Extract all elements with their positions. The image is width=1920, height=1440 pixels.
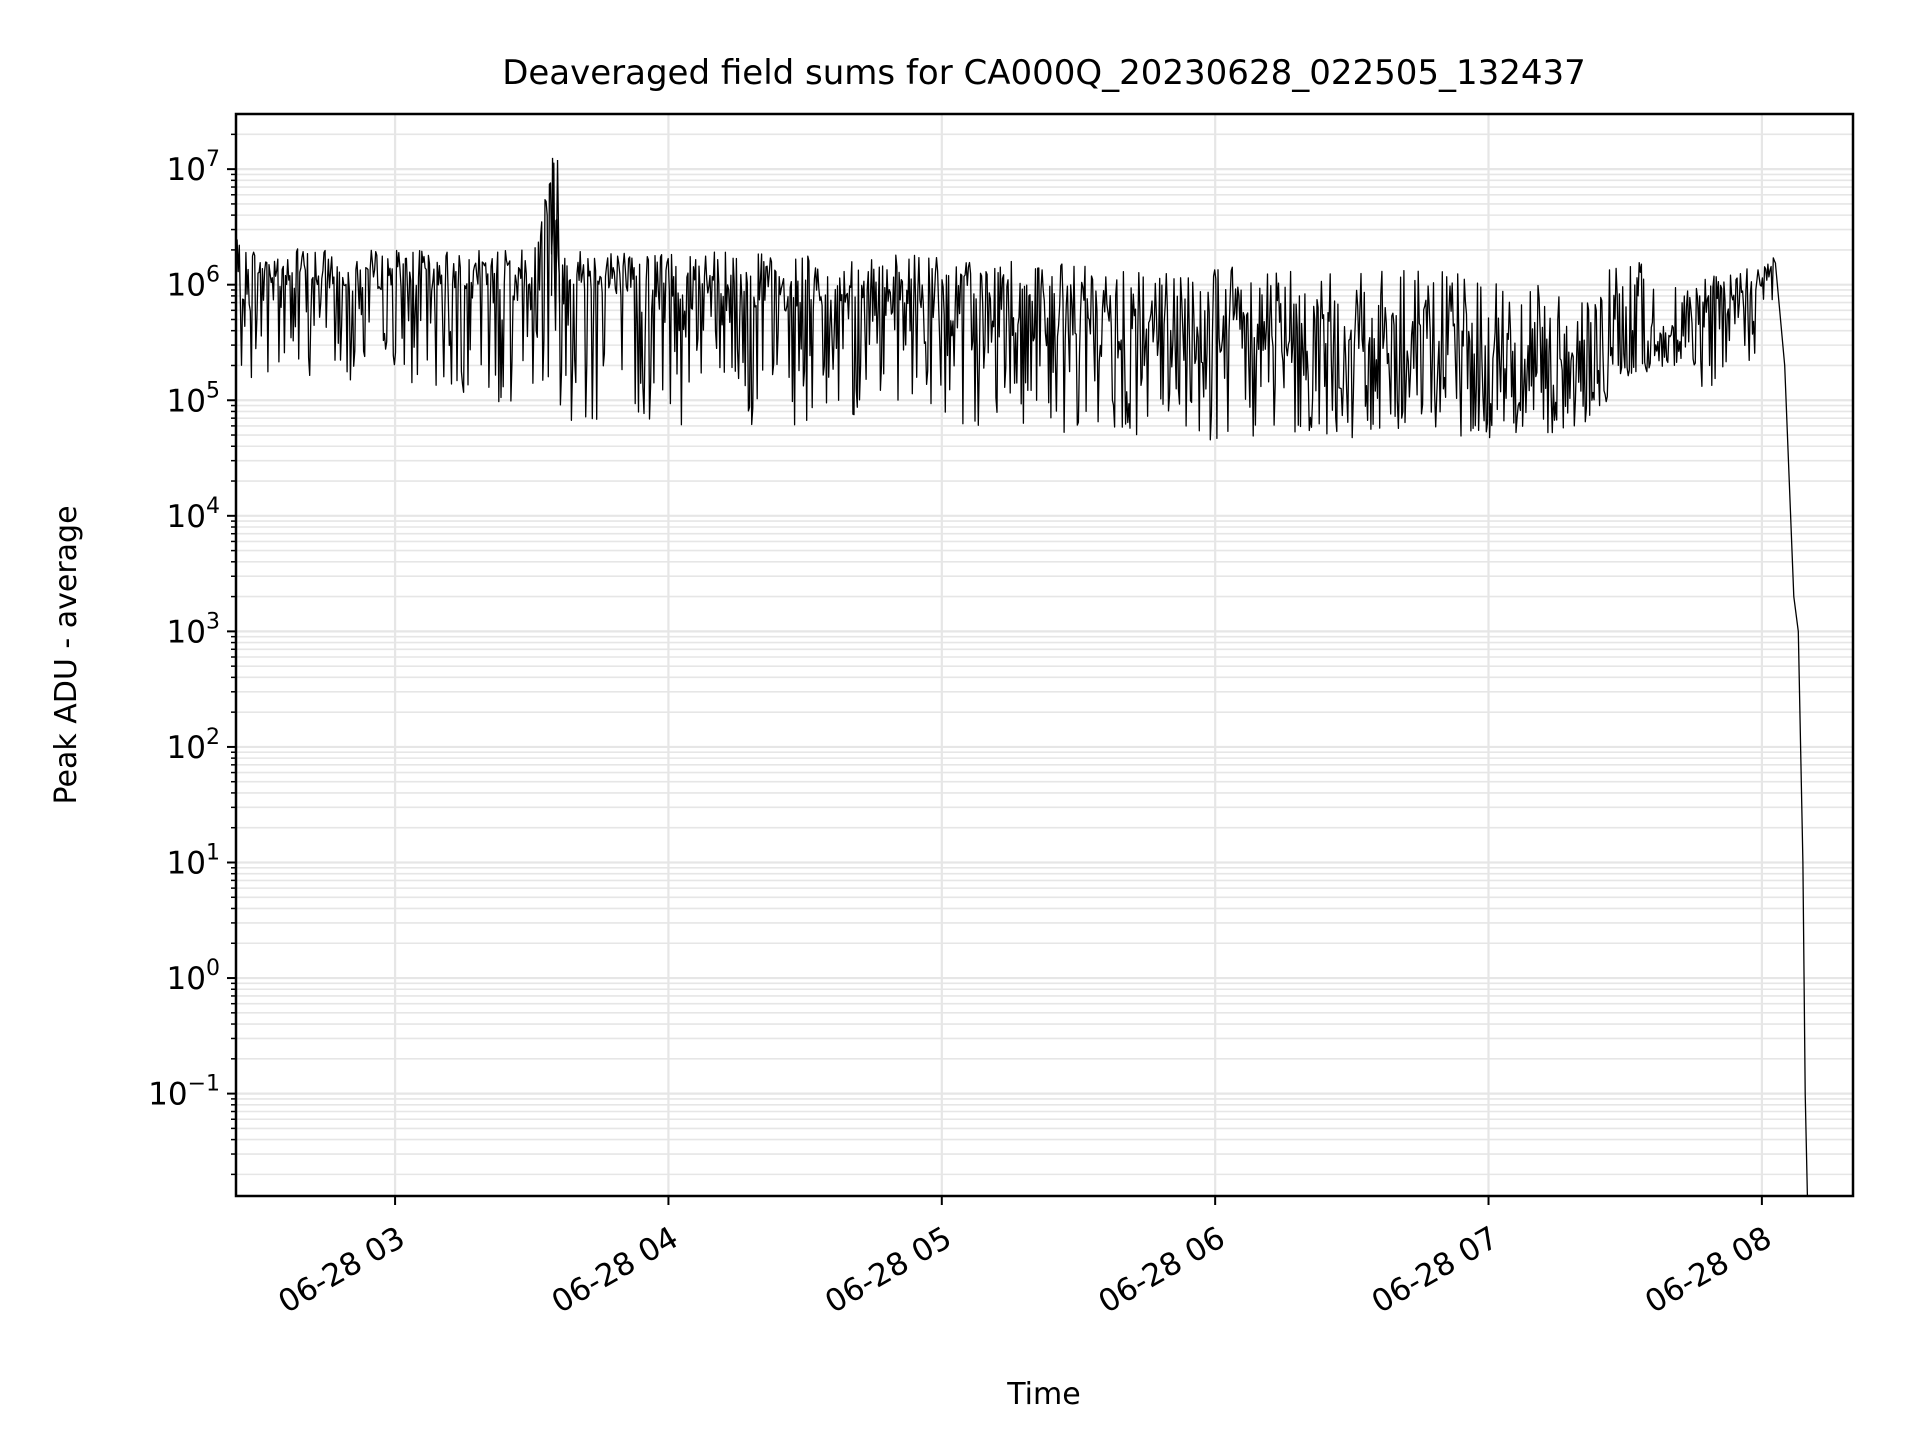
y-tick-label: 107 [167,147,220,188]
x-axis-label: Time [1006,1377,1080,1412]
y-tick-label: 106 [167,263,220,304]
grid [236,114,1853,1196]
y-tick-label: 10−1 [148,1072,220,1113]
plot-frame [234,112,1855,1198]
y-tick-label: 102 [167,725,220,766]
y-axis: 10−1 100 101 102 103 104 105 106 107 [148,133,236,1176]
y-axis-label: Peak ADU - average [49,505,84,804]
y-tick-label: 101 [167,840,220,881]
y-tick-label: 104 [167,494,220,535]
spike-path [550,157,561,331]
series-line [235,157,1809,1197]
series-path [235,162,1809,1197]
chart-title: Deaveraged field sums for CA000Q_2023062… [502,53,1586,93]
y-tick-label: 105 [167,378,220,419]
y-tick-label: 100 [167,956,220,997]
y-tick-label: 103 [167,609,220,650]
